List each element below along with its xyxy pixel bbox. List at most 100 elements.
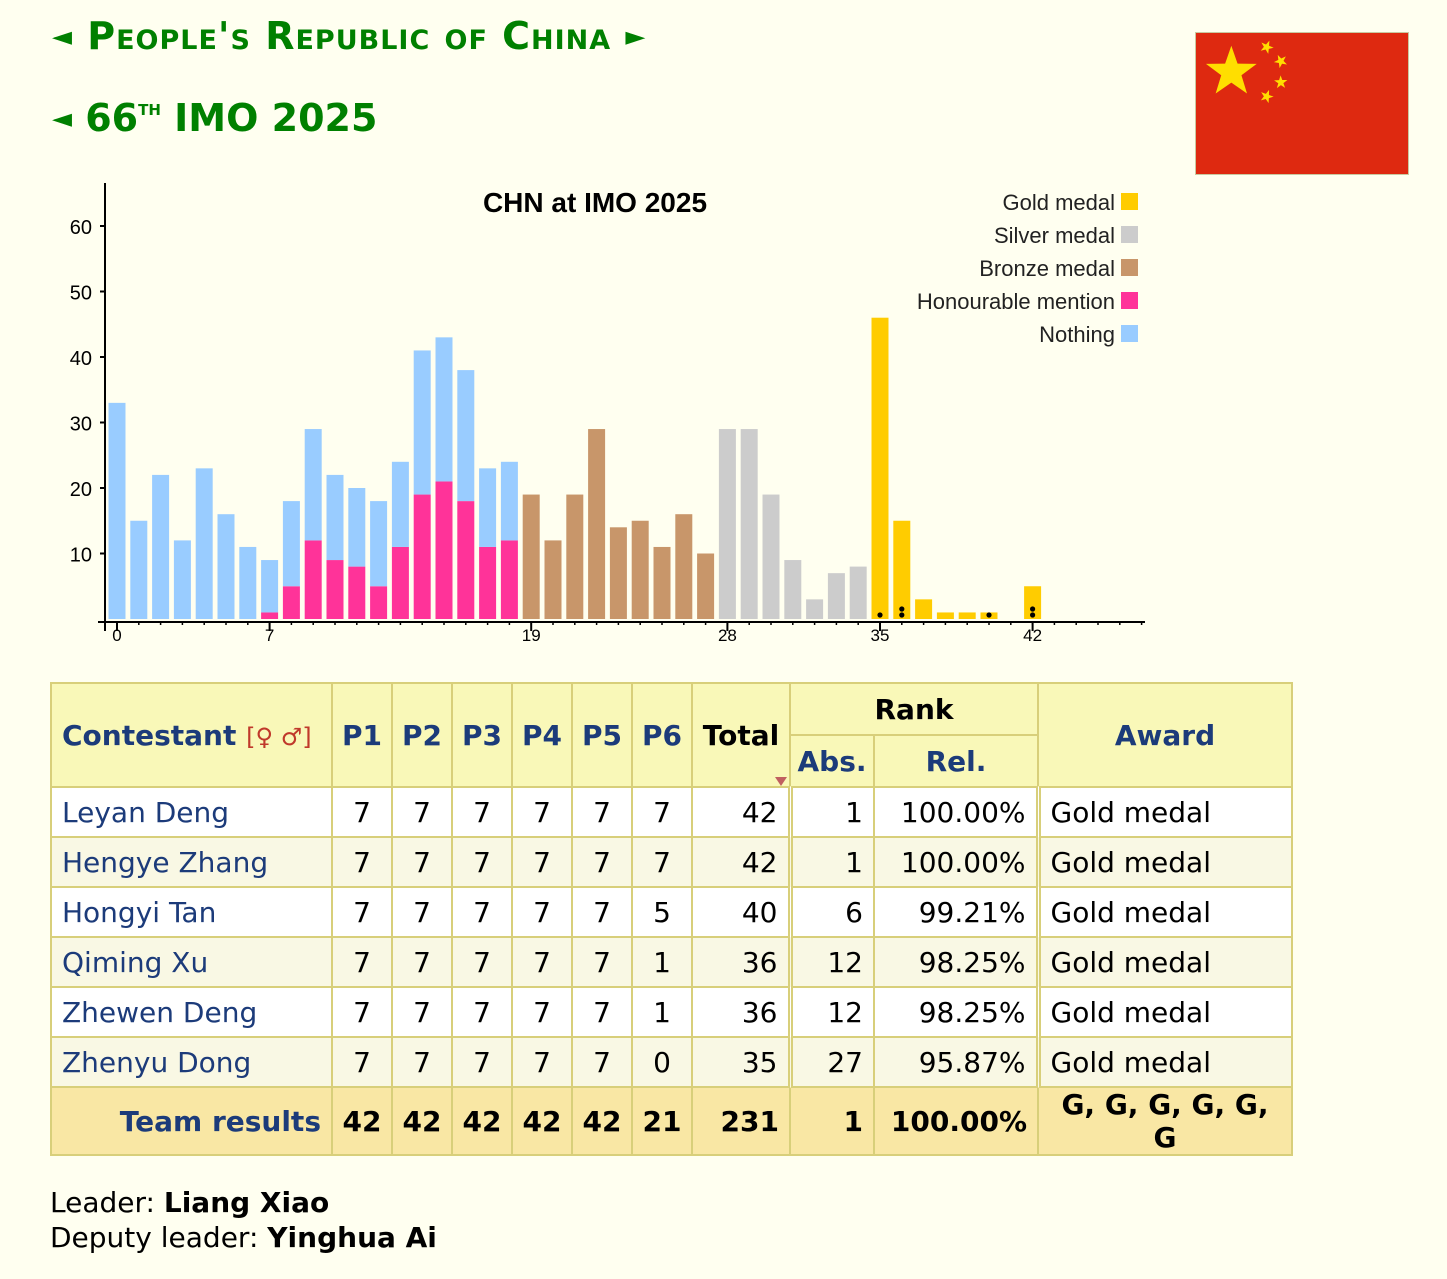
chart-title: CHN at IMO 2025 — [483, 187, 707, 218]
imo-title: IMO 2025 — [174, 96, 378, 140]
bar-honourable-mention — [479, 546, 497, 619]
problem-score: 7 — [511, 786, 573, 838]
bar-nothing — [173, 540, 191, 619]
p1-header[interactable]: P1 — [331, 682, 393, 788]
team-rank-rel: 100.00% — [873, 1086, 1039, 1156]
rank-abs-header[interactable]: Abs. — [789, 734, 875, 788]
legend-swatch — [1121, 292, 1138, 309]
total-header-label: Total — [702, 718, 780, 752]
bar-bronze-medal — [631, 520, 649, 619]
bar-honourable-mention — [261, 612, 279, 619]
y-tick-label: 30 — [70, 414, 92, 436]
total-score: 40 — [691, 886, 791, 938]
bar-silver-medal — [784, 560, 802, 619]
rank-abs: 27 — [787, 1036, 875, 1088]
total-header[interactable]: Total — [691, 682, 791, 788]
bar-gold-medal — [915, 599, 933, 619]
bar-nothing — [500, 461, 518, 541]
problem-score: 7 — [571, 986, 633, 1038]
rank-rel: 95.87% — [873, 1036, 1039, 1088]
contestant-name-link[interactable]: Zhewen Deng — [50, 986, 333, 1038]
bar-nothing — [217, 514, 235, 619]
team-problem-score: 21 — [631, 1086, 693, 1156]
team-problem-score: 42 — [571, 1086, 633, 1156]
bar-honourable-mention — [413, 494, 431, 619]
bar-gold-medal — [936, 612, 954, 619]
problem-score: 7 — [451, 786, 513, 838]
rank-abs: 12 — [787, 986, 875, 1038]
bar-bronze-medal — [609, 527, 627, 619]
award: Gold medal — [1035, 786, 1293, 838]
problem-score: 7 — [391, 836, 453, 888]
bar-nothing — [413, 350, 431, 495]
award: Gold medal — [1035, 986, 1293, 1038]
bar-honourable-mention — [304, 540, 322, 619]
score-distribution-chart: CHN at IMO 2025 10 20 30 40 50 60 0 7 19 28 35 42 G… — [70, 183, 1145, 645]
bar-honourable-mention — [435, 481, 453, 619]
bar-nothing — [108, 402, 126, 619]
p2-header[interactable]: P2 — [391, 682, 453, 788]
problem-score: 7 — [571, 836, 633, 888]
prev-imo-arrow[interactable]: ◄ — [52, 104, 72, 134]
team-problem-score: 42 — [511, 1086, 573, 1156]
p3-header[interactable]: P3 — [451, 682, 513, 788]
award: Gold medal — [1035, 836, 1293, 888]
bar-gold-medal — [893, 520, 911, 619]
p6-header[interactable]: P6 — [631, 682, 693, 788]
y-tick-label: 60 — [70, 217, 92, 239]
bar-honourable-mention — [457, 501, 475, 619]
team-member-marker — [877, 612, 883, 618]
contestant-row: Zhenyu Dong 7 7 7 7 7 0 35 27 95.87% Gold medal — [50, 1036, 1293, 1088]
p5-header[interactable]: P5 — [571, 682, 633, 788]
legend-label: Bronze medal — [979, 256, 1115, 281]
problem-score: 7 — [571, 886, 633, 938]
rank-abs: 12 — [787, 936, 875, 988]
contestant-header[interactable]: Contestant [♀ ♂] — [50, 682, 333, 788]
problem-score: 7 — [331, 1036, 393, 1088]
problem-score: 7 — [451, 836, 513, 888]
rank-rel: 100.00% — [873, 786, 1039, 838]
contestant-name-link[interactable]: Zhenyu Dong — [50, 1036, 333, 1088]
bar-silver-medal — [762, 494, 780, 619]
rank-abs: 6 — [787, 886, 875, 938]
bar-honourable-mention — [282, 586, 300, 619]
leader-label: Leader: — [50, 1186, 155, 1219]
contestant-row: Hongyi Tan 7 7 7 7 7 5 40 6 99.21% Gold medal — [50, 886, 1293, 938]
rank-rel: 98.25% — [873, 936, 1039, 988]
rank-abs: 1 — [787, 836, 875, 888]
bar-nothing — [130, 520, 148, 619]
contestant-name-link[interactable]: Hengye Zhang — [50, 836, 333, 888]
problem-score: 1 — [631, 936, 693, 988]
problem-score: 7 — [331, 836, 393, 888]
china-flag-icon — [1195, 32, 1409, 175]
rank-rel-header[interactable]: Rel. — [873, 734, 1039, 788]
deputy-leader-name: Yinghua Ai — [267, 1221, 437, 1254]
bar-nothing — [326, 474, 344, 561]
team-member-marker — [899, 606, 905, 612]
total-score: 42 — [691, 836, 791, 888]
problem-score: 7 — [631, 836, 693, 888]
contestant-name-link[interactable]: Hongyi Tan — [50, 886, 333, 938]
problem-score: 7 — [511, 836, 573, 888]
award-header[interactable]: Award — [1037, 682, 1293, 788]
problem-score: 7 — [391, 936, 453, 988]
p4-header[interactable]: P4 — [511, 682, 573, 788]
problem-score: 7 — [331, 786, 393, 838]
rank-abs: 1 — [787, 786, 875, 838]
problem-score: 1 — [631, 986, 693, 1038]
total-score: 36 — [691, 986, 791, 1038]
contestant-name-link[interactable]: Leyan Deng — [50, 786, 333, 838]
contestant-name-link[interactable]: Qiming Xu — [50, 936, 333, 988]
team-member-marker — [1030, 612, 1036, 618]
y-tick-label: 50 — [70, 283, 92, 305]
prev-country-arrow[interactable]: ◄ — [52, 22, 73, 52]
next-country-arrow[interactable]: ► — [625, 22, 647, 52]
rank-rel: 98.25% — [873, 986, 1039, 1038]
contestant-row: Zhewen Deng 7 7 7 7 7 1 36 12 98.25% Gold medal — [50, 986, 1293, 1038]
bar-nothing — [391, 461, 409, 547]
legend-label: Nothing — [1039, 322, 1115, 347]
problem-score: 7 — [451, 1036, 513, 1088]
bar-honourable-mention — [391, 546, 409, 619]
bar-silver-medal — [718, 429, 736, 619]
rank-header: Rank — [789, 682, 1039, 736]
